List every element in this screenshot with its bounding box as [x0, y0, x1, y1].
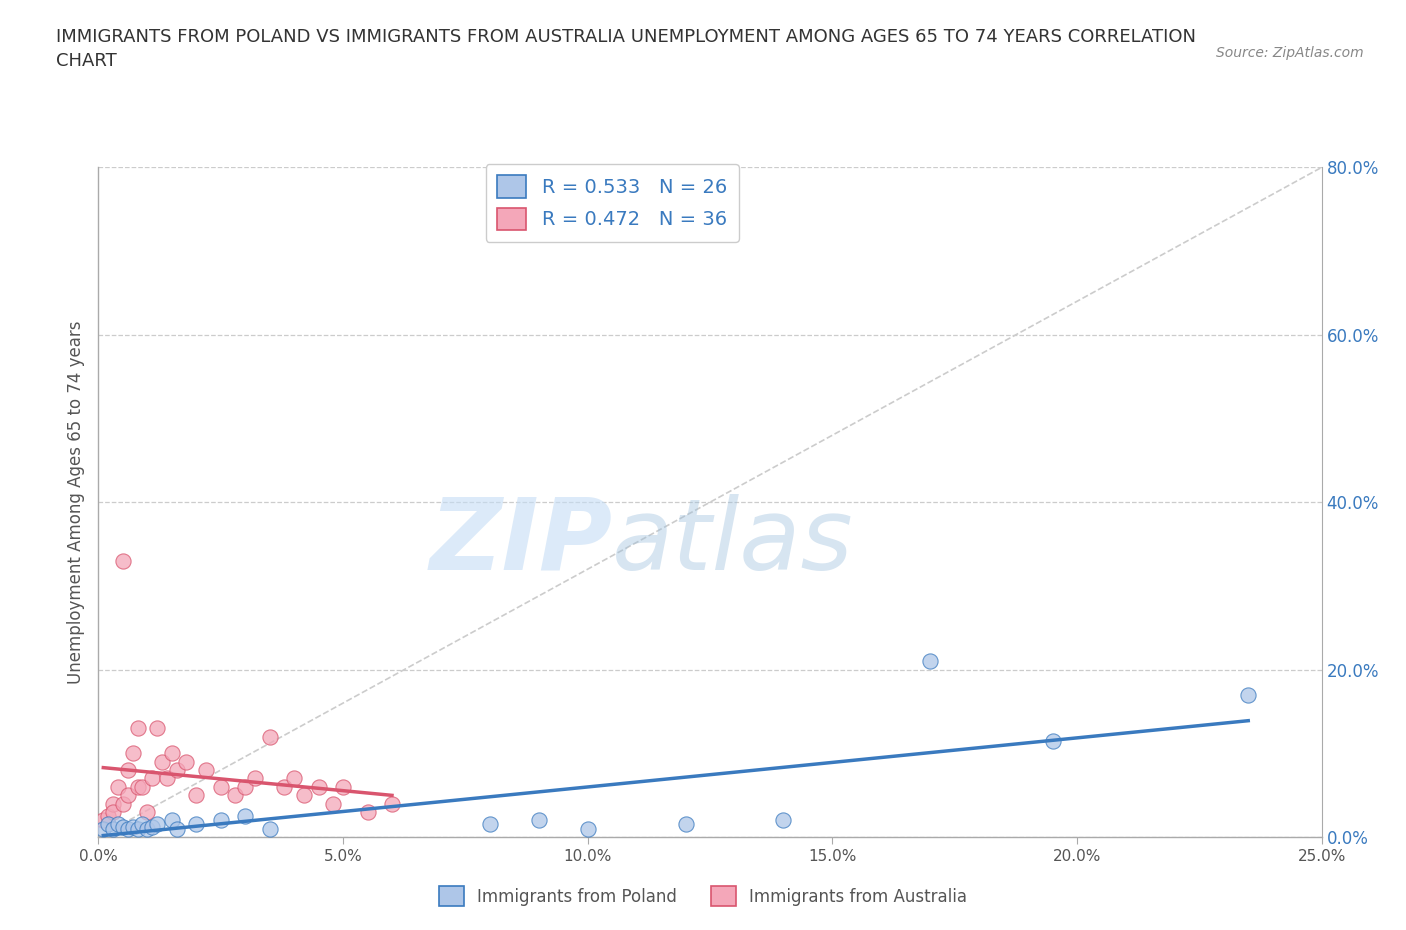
Point	[127, 779, 149, 794]
Point	[107, 779, 129, 794]
Point	[1237, 687, 1260, 702]
Point	[156, 771, 179, 786]
Point	[259, 729, 281, 744]
Point	[283, 771, 305, 786]
Point	[209, 813, 232, 828]
Point	[131, 817, 153, 832]
Point	[356, 804, 378, 819]
Point	[675, 817, 697, 832]
Point	[136, 804, 159, 819]
Point	[160, 746, 183, 761]
Point	[97, 809, 120, 824]
Point	[121, 746, 143, 761]
Point	[576, 821, 599, 836]
Point	[127, 821, 149, 836]
Point	[127, 721, 149, 736]
Point	[224, 788, 246, 803]
Point	[243, 771, 266, 786]
Point	[101, 796, 124, 811]
Point	[150, 754, 173, 769]
Point	[160, 813, 183, 828]
Point	[478, 817, 501, 832]
Point	[166, 763, 188, 777]
Text: IMMIGRANTS FROM POLAND VS IMMIGRANTS FROM AUSTRALIA UNEMPLOYMENT AMONG AGES 65 T: IMMIGRANTS FROM POLAND VS IMMIGRANTS FRO…	[56, 28, 1197, 70]
Text: Source: ZipAtlas.com: Source: ZipAtlas.com	[1216, 46, 1364, 60]
Point	[101, 804, 124, 819]
Point	[186, 817, 208, 832]
Legend: R = 0.533   N = 26, R = 0.472   N = 36: R = 0.533 N = 26, R = 0.472 N = 36	[485, 164, 738, 242]
Point	[195, 763, 218, 777]
Point	[176, 754, 198, 769]
Point	[117, 821, 139, 836]
Point	[292, 788, 315, 803]
Point	[97, 817, 120, 832]
Point	[209, 779, 232, 794]
Text: atlas: atlas	[612, 494, 853, 591]
Point	[111, 796, 134, 811]
Point	[131, 779, 153, 794]
Point	[772, 813, 794, 828]
Point	[186, 788, 208, 803]
Point	[527, 813, 550, 828]
Y-axis label: Unemployment Among Ages 65 to 74 years: Unemployment Among Ages 65 to 74 years	[66, 321, 84, 684]
Point	[136, 821, 159, 836]
Point	[111, 553, 134, 568]
Point	[233, 779, 256, 794]
Point	[141, 819, 163, 834]
Point	[91, 821, 114, 836]
Point	[332, 779, 354, 794]
Point	[322, 796, 344, 811]
Point	[111, 819, 134, 834]
Point	[146, 817, 169, 832]
Point	[117, 763, 139, 777]
Point	[146, 721, 169, 736]
Point	[107, 817, 129, 832]
Legend: Immigrants from Poland, Immigrants from Australia: Immigrants from Poland, Immigrants from …	[433, 880, 973, 912]
Point	[920, 654, 942, 669]
Point	[259, 821, 281, 836]
Point	[121, 819, 143, 834]
Point	[117, 788, 139, 803]
Point	[381, 796, 404, 811]
Point	[141, 771, 163, 786]
Point	[166, 821, 188, 836]
Point	[233, 809, 256, 824]
Point	[91, 813, 114, 828]
Point	[101, 821, 124, 836]
Point	[1042, 733, 1064, 748]
Point	[273, 779, 295, 794]
Point	[308, 779, 330, 794]
Text: ZIP: ZIP	[429, 494, 612, 591]
